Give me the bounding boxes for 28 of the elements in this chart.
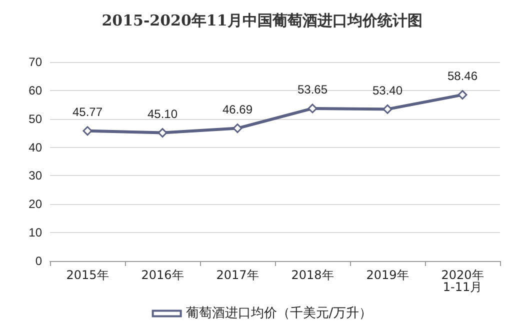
- point: [232, 124, 242, 134]
- legend-label: 葡萄酒进口均价（千美元/万升）: [186, 305, 372, 321]
- point: [308, 104, 318, 114]
- x-tick-label: 2017年: [216, 268, 259, 282]
- x-tick-label: 2016年: [141, 268, 184, 282]
- data-label: 45.10: [147, 107, 178, 122]
- y-tick-label: 40: [28, 140, 42, 154]
- y-tick-label: 20: [28, 197, 42, 212]
- x-tick-label: 2015年: [66, 268, 109, 282]
- data-label: 53.40: [372, 83, 403, 98]
- data-label: 45.77: [72, 105, 103, 120]
- x-tick-label: 2018年: [291, 268, 334, 282]
- y-tick-label: 0: [35, 254, 42, 268]
- y-tick-label: 10: [28, 226, 42, 240]
- y-tick-label: 70: [28, 55, 42, 69]
- x-tick-label: 2019年: [366, 268, 409, 282]
- chart-title: 2015-2020年11月中国葡萄酒进口均价统计图: [102, 12, 422, 30]
- data-label: 53.65: [297, 82, 328, 97]
- data-label: 58.46: [447, 69, 478, 84]
- data-label: 46.69: [222, 102, 253, 117]
- point: [382, 104, 392, 114]
- y-tick-label: 60: [28, 83, 42, 98]
- point: [82, 126, 92, 136]
- point: [158, 128, 168, 138]
- y-tick-label: 50: [28, 112, 42, 126]
- point: [458, 90, 468, 100]
- x-tick-label: 2020年 1-11月: [441, 268, 484, 294]
- y-tick-label: 30: [28, 168, 42, 183]
